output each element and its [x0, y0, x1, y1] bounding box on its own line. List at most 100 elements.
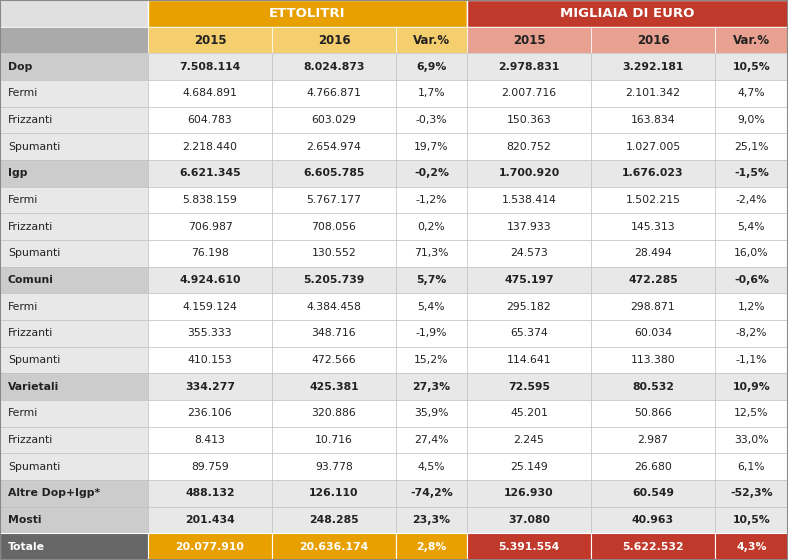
Text: 1,7%: 1,7% [418, 88, 445, 99]
Bar [467, 186, 591, 213]
Text: 1.027.005: 1.027.005 [626, 142, 681, 152]
Text: 4.684.891: 4.684.891 [183, 88, 237, 99]
Text: 5.767.177: 5.767.177 [307, 195, 362, 205]
Text: Spumanti: Spumanti [8, 461, 60, 472]
Text: 488.132: 488.132 [185, 488, 235, 498]
Bar [396, 320, 467, 347]
Text: 28.494: 28.494 [634, 248, 672, 258]
Text: 6,1%: 6,1% [738, 461, 765, 472]
Text: 1,2%: 1,2% [738, 302, 765, 312]
Bar [148, 27, 272, 53]
Bar [148, 186, 272, 213]
Text: Var.%: Var.% [733, 34, 770, 46]
Text: Mosti: Mosti [8, 515, 42, 525]
Bar [396, 27, 467, 53]
Text: 6.621.345: 6.621.345 [179, 169, 241, 178]
Text: 236.106: 236.106 [188, 408, 232, 418]
Text: MIGLIAIA DI EURO: MIGLIAIA DI EURO [560, 7, 695, 20]
Bar [148, 374, 272, 400]
Text: 20.636.174: 20.636.174 [299, 542, 369, 552]
Bar [591, 186, 715, 213]
Bar [715, 454, 788, 480]
Text: 425.381: 425.381 [309, 382, 359, 391]
Bar [272, 533, 396, 560]
Bar [591, 267, 715, 293]
Bar [272, 213, 396, 240]
Text: Totale: Totale [8, 542, 45, 552]
Text: Fermi: Fermi [8, 408, 39, 418]
Bar [0, 374, 148, 400]
Text: 708.056: 708.056 [311, 222, 356, 232]
Text: 706.987: 706.987 [188, 222, 232, 232]
Text: 4.159.124: 4.159.124 [183, 302, 237, 312]
Text: 410.153: 410.153 [188, 355, 232, 365]
Bar [467, 160, 591, 186]
Bar [148, 320, 272, 347]
Text: 26.680: 26.680 [634, 461, 672, 472]
Text: 1.700.920: 1.700.920 [498, 169, 559, 178]
Text: 348.716: 348.716 [312, 328, 356, 338]
Text: 126.930: 126.930 [504, 488, 554, 498]
Bar [0, 533, 148, 560]
Text: 4,3%: 4,3% [736, 542, 767, 552]
Text: 19,7%: 19,7% [414, 142, 448, 152]
Text: -8,2%: -8,2% [736, 328, 768, 338]
Bar [148, 347, 272, 374]
Text: 2.007.716: 2.007.716 [501, 88, 556, 99]
Text: 76.198: 76.198 [191, 248, 229, 258]
Bar [272, 293, 396, 320]
Bar [591, 293, 715, 320]
Text: 2015: 2015 [194, 34, 226, 46]
Text: 5.391.554: 5.391.554 [498, 542, 559, 552]
Text: 5.205.739: 5.205.739 [303, 275, 365, 285]
Bar [272, 53, 396, 80]
Bar [0, 213, 148, 240]
Text: 820.752: 820.752 [507, 142, 552, 152]
Bar [0, 427, 148, 454]
Text: 89.759: 89.759 [191, 461, 229, 472]
Bar [715, 507, 788, 533]
Bar [0, 160, 148, 186]
Bar [591, 213, 715, 240]
Text: 6.605.785: 6.605.785 [303, 169, 365, 178]
Text: -2,4%: -2,4% [736, 195, 768, 205]
Text: 603.029: 603.029 [311, 115, 356, 125]
Bar [272, 507, 396, 533]
Bar [467, 133, 591, 160]
Text: 6,9%: 6,9% [416, 62, 447, 72]
Text: 8.024.873: 8.024.873 [303, 62, 365, 72]
Bar [467, 267, 591, 293]
Bar [148, 507, 272, 533]
Bar [467, 293, 591, 320]
Text: -74,2%: -74,2% [410, 488, 453, 498]
Text: 163.834: 163.834 [630, 115, 675, 125]
Bar [467, 53, 591, 80]
Text: 25,1%: 25,1% [734, 142, 769, 152]
Text: Altre Dop+Igp*: Altre Dop+Igp* [8, 488, 100, 498]
Bar [272, 480, 396, 507]
Text: 7.508.114: 7.508.114 [180, 62, 240, 72]
Text: -0,2%: -0,2% [414, 169, 449, 178]
Bar [715, 267, 788, 293]
Bar [148, 240, 272, 267]
Text: 60.549: 60.549 [632, 488, 674, 498]
Bar [591, 533, 715, 560]
Text: 12,5%: 12,5% [734, 408, 769, 418]
Bar [0, 454, 148, 480]
Bar [148, 213, 272, 240]
Bar [396, 240, 467, 267]
Bar [715, 53, 788, 80]
Bar [272, 80, 396, 106]
Bar [272, 106, 396, 133]
Bar [591, 53, 715, 80]
Bar [396, 213, 467, 240]
Bar [715, 213, 788, 240]
Bar [396, 533, 467, 560]
Bar [467, 106, 591, 133]
Bar [715, 133, 788, 160]
Text: 150.363: 150.363 [507, 115, 552, 125]
Text: 355.333: 355.333 [188, 328, 232, 338]
Text: 5.622.532: 5.622.532 [623, 542, 684, 552]
Bar [467, 240, 591, 267]
Bar [272, 400, 396, 427]
